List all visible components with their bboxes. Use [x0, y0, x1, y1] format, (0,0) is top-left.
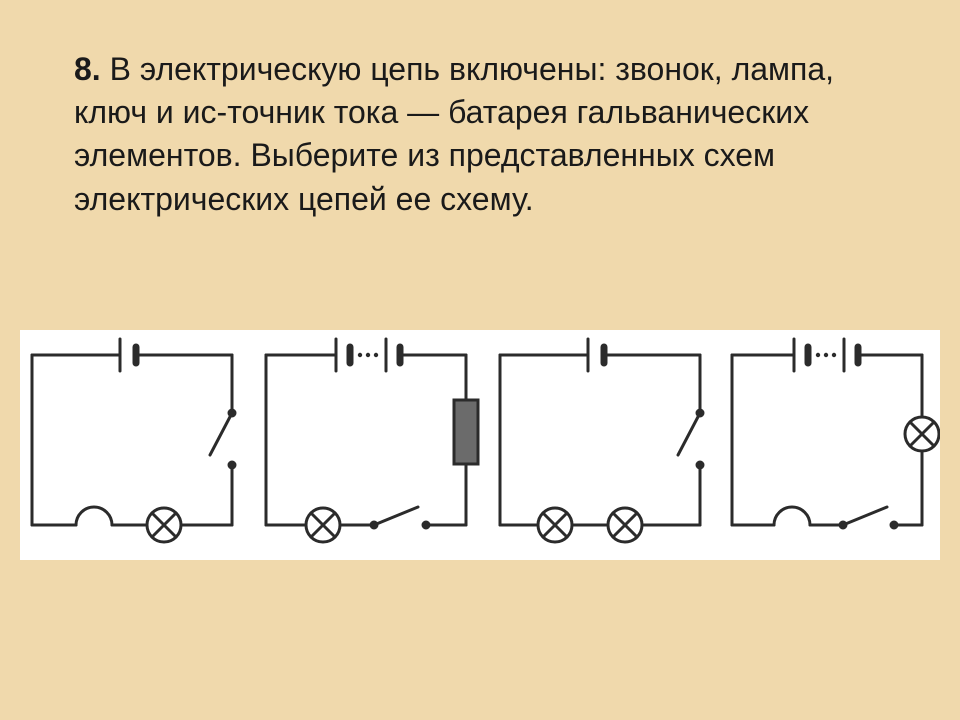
- lamp-icon: [147, 508, 181, 542]
- question-number: 8.: [74, 51, 101, 87]
- circuit-diagrams: [20, 330, 940, 560]
- question-body: В электрическую цепь включены: звонок, л…: [74, 51, 834, 217]
- question-text: 8. В электрическую цепь включены: звонок…: [74, 48, 886, 221]
- bell-icon: [770, 507, 814, 525]
- bell-icon: [72, 507, 116, 525]
- circuit-4: [732, 339, 939, 528]
- circuit-3: [500, 339, 703, 542]
- lamp-icon: [538, 508, 572, 542]
- circuit-1: [32, 339, 235, 542]
- slide-page: 8. В электрическую цепь включены: звонок…: [0, 0, 960, 720]
- circuits-svg: [20, 330, 940, 560]
- lamp-icon: [306, 508, 340, 542]
- lamp-icon: [608, 508, 642, 542]
- circuit-2: [266, 339, 478, 542]
- lamp-icon: [905, 417, 939, 451]
